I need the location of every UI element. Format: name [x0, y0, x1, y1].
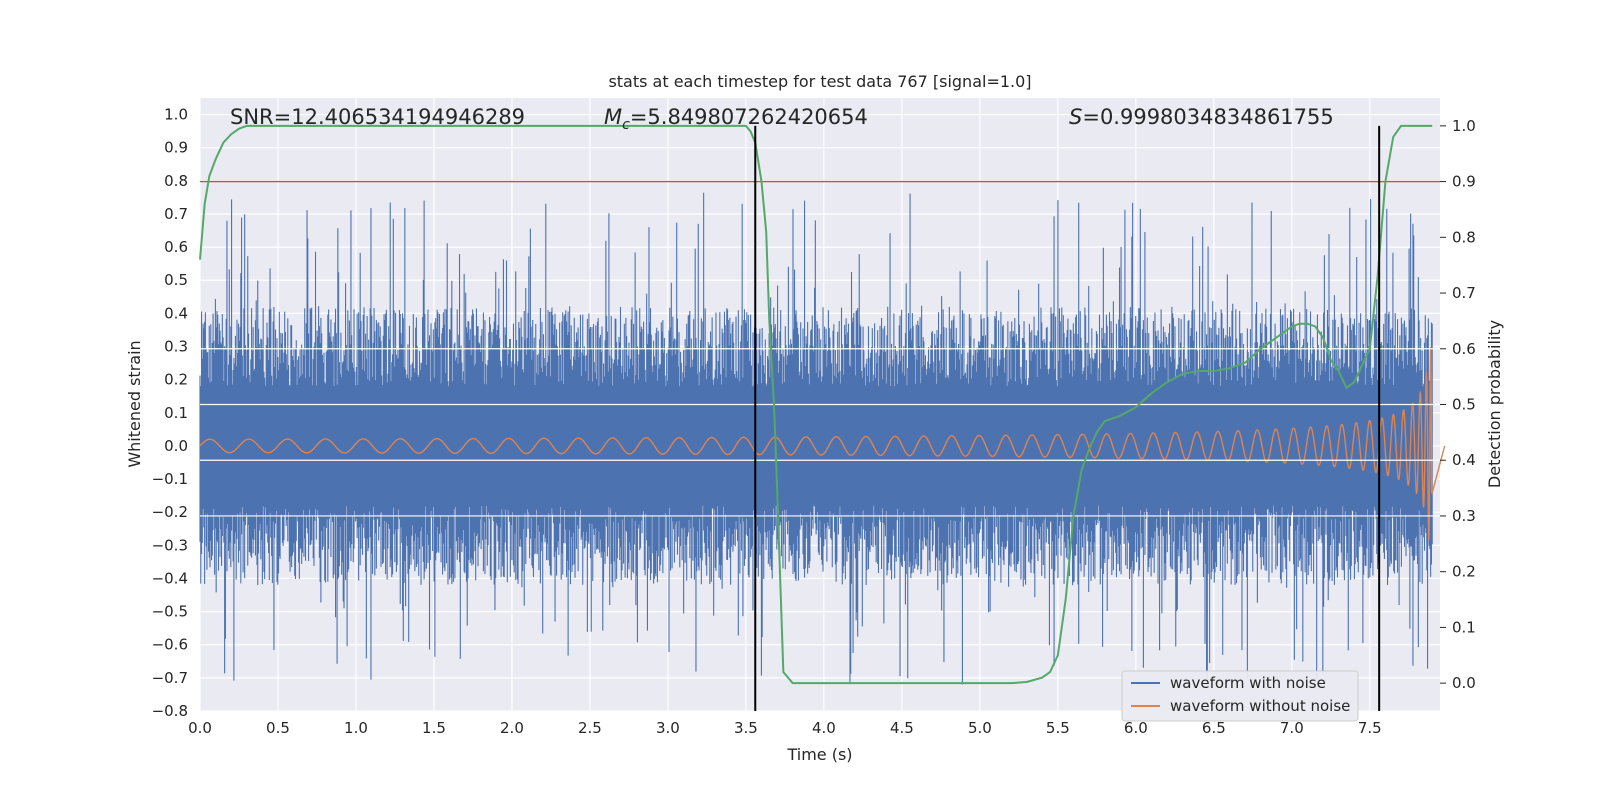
chart-title: stats at each timestep for test data 767…	[608, 72, 1031, 91]
y-left-tick-label: 0.5	[164, 271, 188, 289]
y-left-tick-label: −0.1	[152, 470, 188, 488]
y-left-tick-label: −0.2	[152, 503, 188, 521]
y-right-tick-label: 0.4	[1452, 451, 1476, 469]
y-axis-left-ticks: 1.0 0.9 0.8 0.7 0.6 0.5 0.4 0.3 0.2 0.1 0.0 −0.1 −0.…	[152, 106, 188, 720]
y-right-tick-label: 0.6	[1452, 340, 1476, 358]
x-tick-label: 1.0	[344, 719, 368, 737]
x-tick-label: 0.5	[266, 719, 290, 737]
y-right-tick-label: 0.0	[1452, 674, 1476, 692]
y-left-tick-label: −0.8	[152, 702, 188, 720]
x-axis-ticks: 0.0 0.5 1.0 1.5 2.0 2.5 3.0 3.5 4.0 4.5 5.0 5.5 6.0 6…	[188, 719, 1382, 737]
y-right-tick-label: 0.2	[1452, 563, 1476, 581]
y-right-tick-label: 0.5	[1452, 396, 1476, 414]
plot-area	[199, 124, 1446, 711]
x-tick-label: 6.0	[1124, 719, 1148, 737]
y-right-tick-label: 0.9	[1452, 173, 1476, 191]
legend-box	[1121, 670, 1359, 722]
y-axis-right-label: Detection probability	[1485, 320, 1504, 488]
noise-band	[200, 406, 1433, 489]
x-tick-label: 7.5	[1358, 719, 1382, 737]
legend: waveform with noise waveform without noi…	[1121, 670, 1359, 722]
legend-label-noise: waveform with noise	[1170, 674, 1326, 692]
y-right-tick-label: 0.3	[1452, 507, 1476, 525]
y-left-tick-label: 0.8	[164, 172, 188, 190]
x-tick-label: 2.5	[578, 719, 602, 737]
y-left-tick-label: 1.0	[164, 106, 188, 124]
chirp-mass-annotation: Mc=5.849807262420654	[604, 105, 868, 133]
x-tick-label: 7.0	[1280, 719, 1304, 737]
probability-curve	[199, 124, 1433, 685]
y-left-tick-label: −0.7	[152, 669, 188, 687]
y-left-tick-label: 0.1	[164, 404, 188, 422]
y-left-tick-label: 0.2	[164, 371, 188, 389]
statistic-annotation: S=0.9998034834861755	[1069, 105, 1334, 129]
y-left-tick-label: −0.5	[152, 603, 188, 621]
vertical-markers	[754, 125, 1381, 711]
right-axis-grid	[200, 348, 1440, 517]
legend-label-clean: waveform without noise	[1170, 697, 1350, 715]
x-tick-label: 4.0	[812, 719, 836, 737]
y-left-tick-label: 0.4	[164, 304, 188, 322]
x-tick-label: 6.5	[1202, 719, 1226, 737]
y-right-tick-label: 0.7	[1452, 284, 1476, 302]
y-right-tick-label: 0.8	[1452, 228, 1476, 246]
y-left-tick-label: 0.7	[164, 205, 188, 223]
x-tick-label: 2.0	[500, 719, 524, 737]
y-left-tick-label: 0.9	[164, 139, 188, 157]
x-tick-label: 5.5	[1046, 719, 1070, 737]
y-axis-right-ticks: 1.0 0.9 0.8 0.7 0.6 0.5 0.4 0.3 0.2 0.1 0.0	[1440, 117, 1476, 692]
y-right-tick-label: 1.0	[1452, 117, 1476, 135]
x-tick-label: 3.5	[734, 719, 758, 737]
y-axis-left-label: Whitened strain	[125, 340, 144, 467]
series-detection-probability	[199, 124, 1433, 685]
snr-annotation: SNR=12.406534194946289	[230, 105, 525, 129]
x-tick-label: 3.0	[656, 719, 680, 737]
y-left-tick-label: 0.3	[164, 338, 188, 356]
y-left-tick-label: 0.0	[164, 437, 188, 455]
y-left-tick-label: 0.6	[164, 238, 188, 256]
x-axis-label: Time (s)	[786, 745, 852, 764]
x-tick-label: 5.0	[968, 719, 992, 737]
y-left-tick-label: −0.3	[152, 536, 188, 554]
y-left-tick-label: −0.6	[152, 636, 188, 654]
y-right-tick-label: 0.1	[1452, 618, 1476, 636]
x-tick-label: 1.5	[422, 719, 446, 737]
x-tick-label: 4.5	[890, 719, 914, 737]
x-tick-label: 0.0	[188, 719, 212, 737]
y-left-tick-label: −0.4	[152, 569, 188, 587]
